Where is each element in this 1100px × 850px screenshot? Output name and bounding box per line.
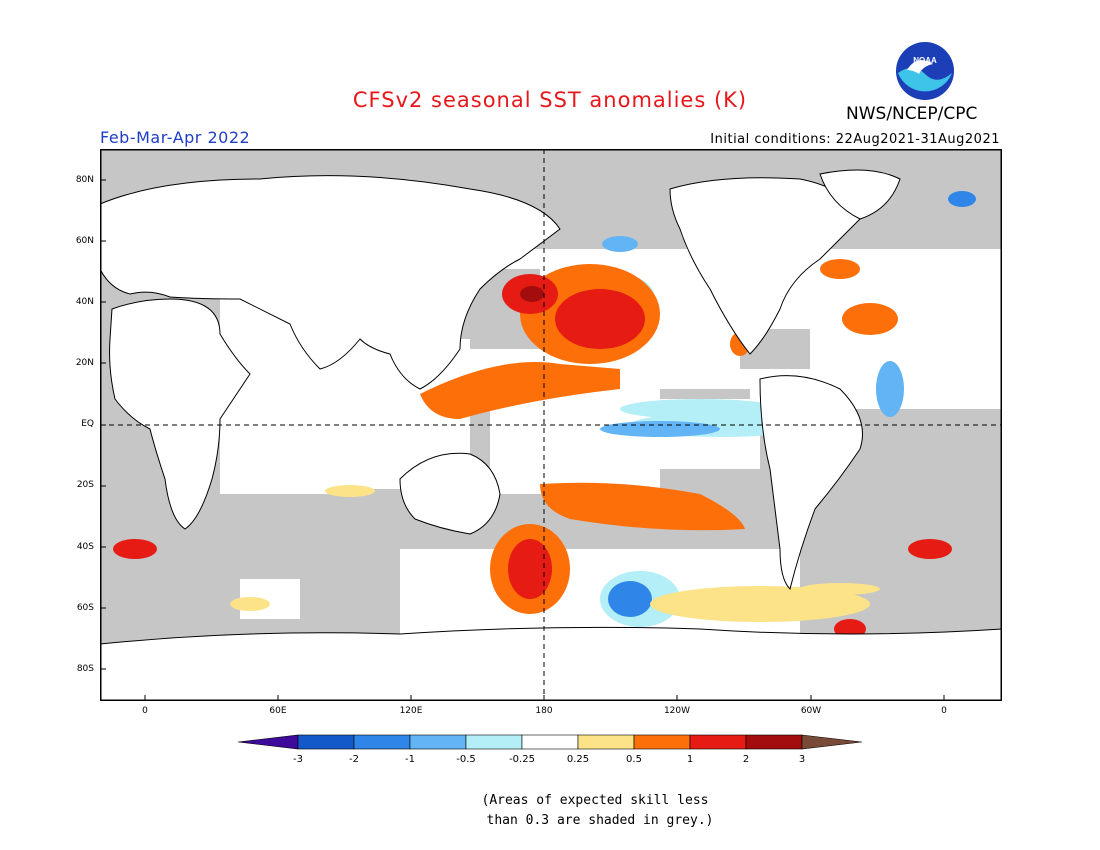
skill-note-line1: (Areas of expected skill less [481, 793, 709, 808]
australia-outline [399, 452, 501, 535]
south-america-outline [759, 375, 863, 590]
colorbar-cell [465, 734, 523, 750]
lon-label-60w: 60W [800, 706, 822, 716]
initial-conditions: Initial conditions: 22Aug2021-31Aug2021 [710, 132, 1000, 147]
lat-label-60s: 60S [76, 603, 94, 613]
colorbar-label: 1 [686, 754, 694, 765]
colorbar-label: -1 [405, 754, 415, 765]
lat-label-40n: 40N [75, 297, 94, 307]
colorbar-label: -0.25 [509, 754, 535, 765]
colorbar-label: 0.5 [626, 754, 642, 765]
lon-label-120w: 120W [663, 706, 691, 716]
greenland-outline [819, 169, 901, 220]
lon-label-120e: 120E [399, 706, 423, 716]
agency-label: NWS/NCEP/CPC [846, 104, 978, 124]
sst-anomaly-map [100, 149, 1002, 701]
lat-label-60n: 60N [75, 236, 94, 246]
colorbar-cell [297, 734, 355, 750]
colorbar-label: -3 [293, 754, 303, 765]
colorbar-cell [745, 734, 803, 750]
colorbar-label: 0.25 [566, 754, 590, 765]
colorbar-cell [633, 734, 691, 750]
lat-label-80s: 80S [76, 664, 94, 674]
colorbar [238, 734, 862, 750]
colorbar-cell [409, 734, 467, 750]
colorbar-cell [801, 734, 862, 750]
colorbar-cell [689, 734, 747, 750]
colorbar-cell [353, 734, 411, 750]
colorbar-cell [238, 734, 299, 750]
lat-label-20s: 20S [76, 480, 94, 490]
noaa-logo-icon: NOAA [896, 42, 954, 100]
forecast-period: Feb-Mar-Apr 2022 [100, 128, 251, 147]
continents [100, 169, 1002, 701]
lat-label-20n: 20N [75, 358, 94, 368]
africa-outline [109, 298, 251, 530]
lat-label-80n: 80N [75, 175, 94, 185]
colorbar-cell [521, 734, 579, 750]
lon-label-180: 180 [535, 706, 553, 716]
lon-label-60e: 60E [269, 706, 287, 716]
weak-positive-anomalies [230, 485, 880, 622]
lon-label-0: 0 [142, 706, 148, 716]
lat-label-40s: 40S [76, 542, 94, 552]
colorbar-label: -0.5 [456, 754, 476, 765]
lon-label-0-east: 0 [941, 706, 947, 716]
antarctica-outline [100, 626, 1002, 701]
colorbar-label: 2 [742, 754, 750, 765]
north-america-outline [669, 177, 861, 355]
colorbar-label: 3 [798, 754, 806, 765]
map-title: CFSv2 seasonal SST anomalies (K) [352, 88, 748, 112]
colorbar-label: -2 [349, 754, 359, 765]
lat-label-eq: EQ [81, 419, 94, 429]
skill-note-line2: than 0.3 are shaded in grey.) [486, 813, 714, 828]
logo-text: NOAA [913, 56, 937, 65]
axis-ticks [100, 179, 945, 701]
eurasia-outline [100, 175, 561, 390]
colorbar-cell [577, 734, 635, 750]
